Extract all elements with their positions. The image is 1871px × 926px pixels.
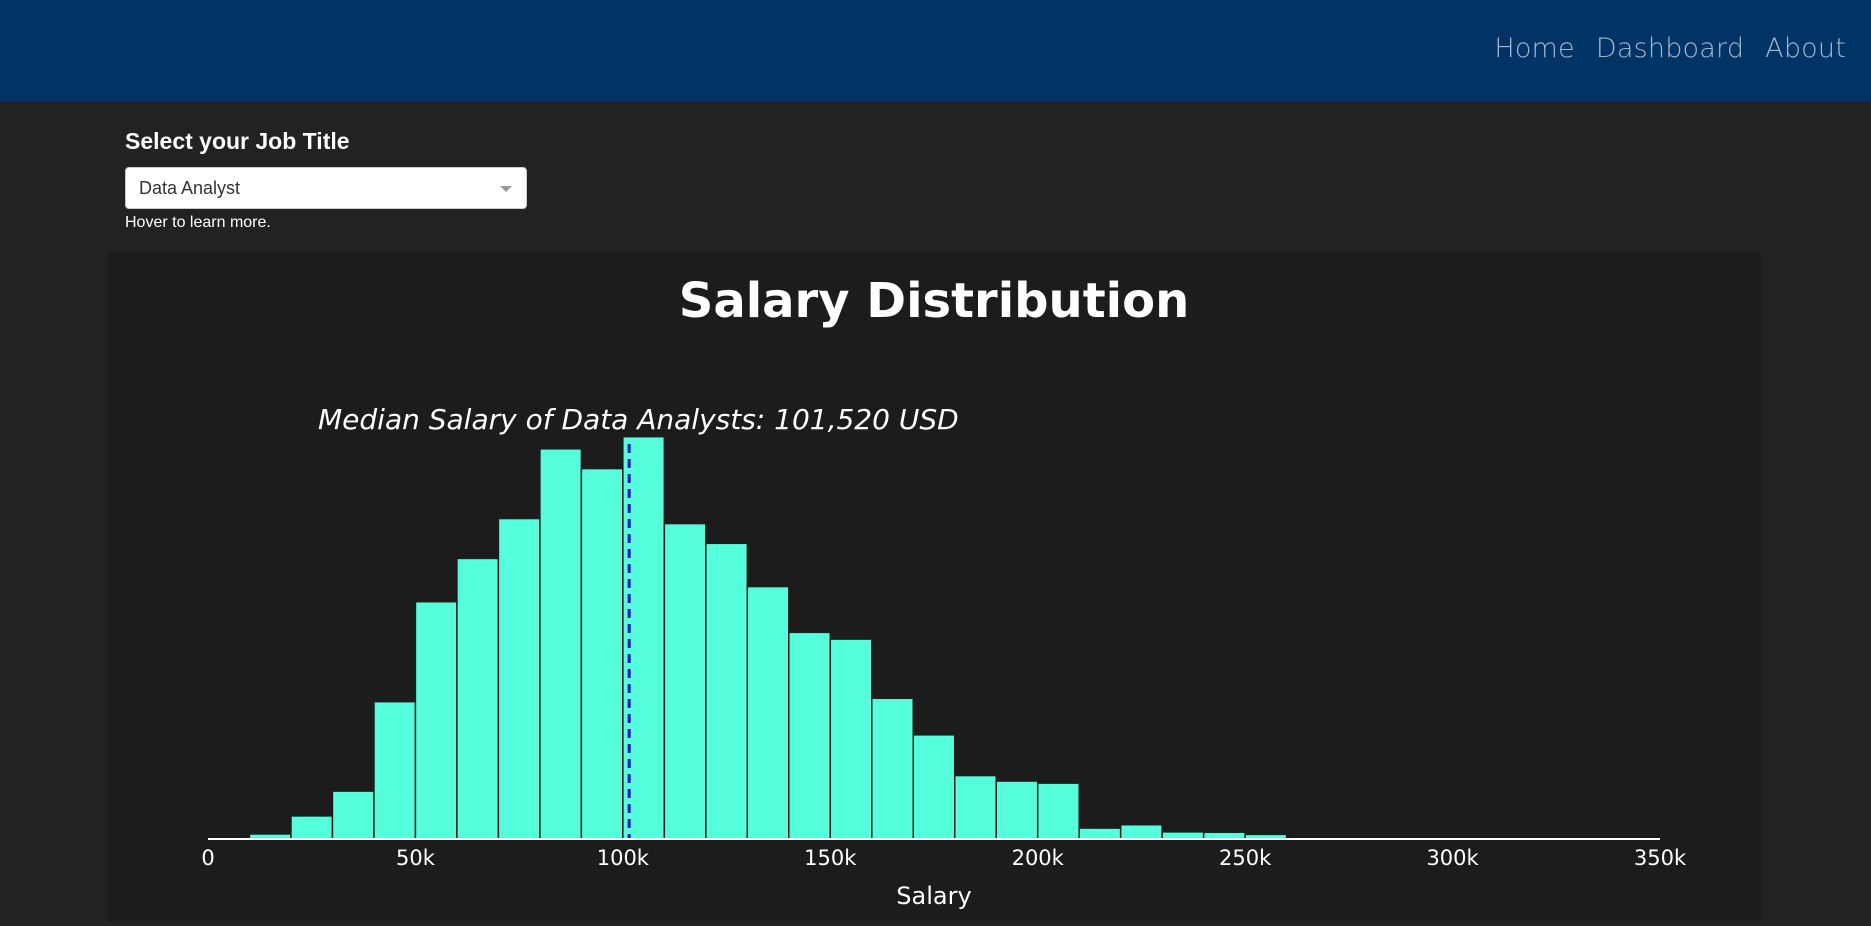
job-title-selected-value: Data Analyst <box>139 177 241 198</box>
chevron-down-icon[interactable] <box>500 186 512 192</box>
x-tick-label: 50k <box>396 846 436 870</box>
nav-home-link[interactable]: Home <box>1494 33 1575 64</box>
x-tick-label: 200k <box>1012 846 1065 870</box>
histogram-bar[interactable] <box>1161 831 1205 840</box>
nav-about-link[interactable]: About <box>1765 33 1846 64</box>
histogram-bar[interactable] <box>331 790 375 840</box>
x-tick-label: 0 <box>201 846 214 870</box>
x-tick-label: 300k <box>1426 846 1479 870</box>
histogram-bar[interactable] <box>705 542 749 840</box>
histogram-bar[interactable] <box>871 697 915 840</box>
histogram-bar[interactable] <box>1036 782 1080 840</box>
x-tick-label: 150k <box>804 846 857 870</box>
histogram-bar[interactable] <box>414 600 458 840</box>
x-tick-label: 100k <box>597 846 650 870</box>
chart-title: Salary Distribution <box>679 273 1190 329</box>
chart-panel: Salary Distribution Median Salary of Dat… <box>108 251 1761 921</box>
histogram-bar[interactable] <box>788 631 832 840</box>
x-axis-label: Salary <box>896 882 971 910</box>
histogram-bar[interactable] <box>290 815 334 840</box>
histogram-bar[interactable] <box>456 557 500 840</box>
histogram-bar[interactable] <box>622 435 666 840</box>
histogram-bar[interactable] <box>663 522 707 840</box>
histogram-bar[interactable] <box>912 734 956 840</box>
median-annotation: Median Salary of Data Analysts: 101,520 … <box>318 403 959 436</box>
x-tick-label: 350k <box>1634 846 1687 870</box>
histogram-bar[interactable] <box>1119 823 1163 840</box>
nav-dashboard-link[interactable]: Dashboard <box>1595 33 1745 64</box>
histogram-bar[interactable] <box>580 467 624 840</box>
x-axis: 0 50k 100k 150k 200k 250k 300k 350k <box>201 838 1687 870</box>
histogram-bar[interactable] <box>746 585 790 840</box>
job-title-controls: Select your Job Title Data Analyst Hover… <box>125 128 527 232</box>
nav-links: Home Dashboard About <box>1494 33 1846 64</box>
x-tick-label: 250k <box>1219 846 1272 870</box>
salary-histogram[interactable]: Salary Distribution Median Salary of Dat… <box>108 251 1761 921</box>
histogram-bar[interactable] <box>1078 827 1122 840</box>
histogram-bar[interactable] <box>953 774 997 840</box>
histogram-bar[interactable] <box>373 700 417 840</box>
job-title-label: Select your Job Title <box>125 128 350 154</box>
hover-hint: Hover to learn more. <box>125 214 271 231</box>
histogram-bar[interactable] <box>497 517 541 840</box>
job-title-dropdown[interactable]: Data Analyst <box>125 167 527 209</box>
histogram-bar[interactable] <box>829 638 873 840</box>
histogram-bar[interactable] <box>1202 831 1246 840</box>
histogram-bar[interactable] <box>995 780 1039 840</box>
histogram-bars <box>207 435 1661 840</box>
histogram-bar[interactable] <box>539 448 583 840</box>
navbar: Home Dashboard About <box>0 0 1871 101</box>
